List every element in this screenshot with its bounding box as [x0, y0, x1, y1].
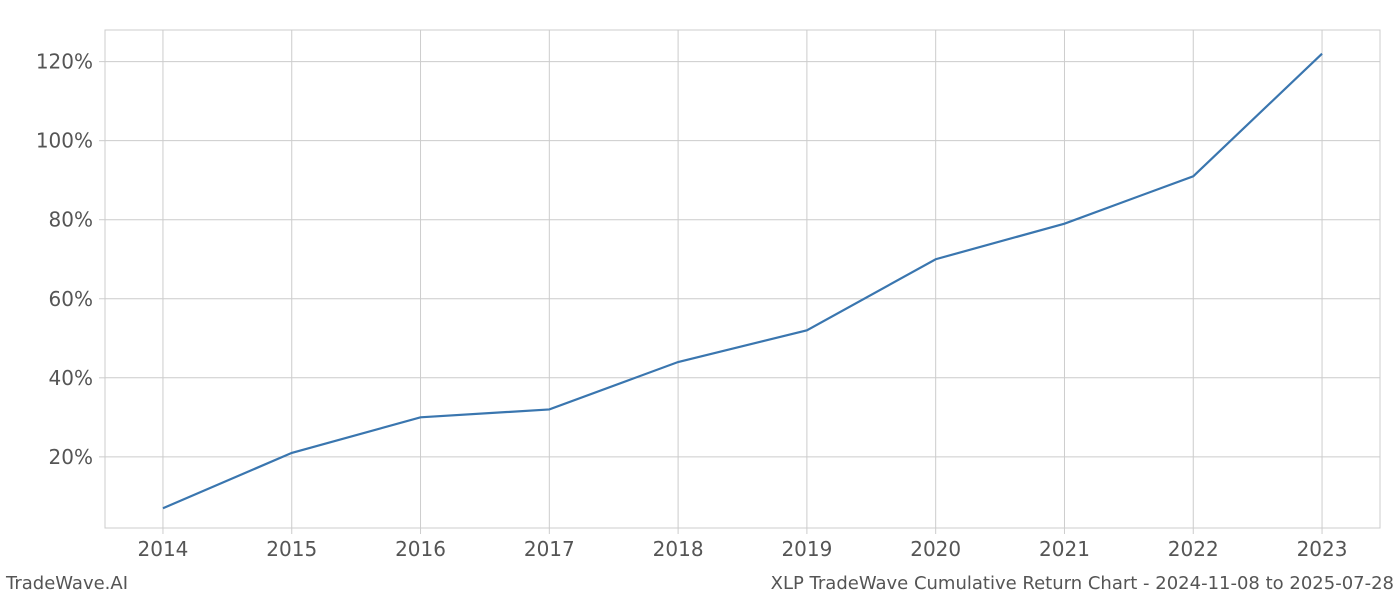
footer-left-label: TradeWave.AI	[6, 573, 128, 594]
plot-border	[105, 30, 1380, 528]
x-tick-label: 2023	[1297, 537, 1348, 561]
footer-right-label: XLP TradeWave Cumulative Return Chart - …	[771, 573, 1394, 594]
chart-container: 2014 2015 2016 2017 2018 2019 2020 2021 2022 2023…	[0, 0, 1400, 600]
y-tick-label: 120%	[36, 50, 93, 74]
x-tick-label: 2015	[266, 537, 317, 561]
line-chart: 2014 2015 2016 2017 2018 2019 2020 2021 2022 2023…	[0, 0, 1400, 600]
x-tick-label: 2017	[524, 537, 575, 561]
x-tick-label: 2019	[781, 537, 832, 561]
y-tick-label: 80%	[49, 208, 93, 232]
x-tick-label: 2018	[653, 537, 704, 561]
x-tick-label: 2014	[138, 537, 189, 561]
x-tick-label: 2021	[1039, 537, 1090, 561]
y-tick-label: 60%	[49, 287, 93, 311]
y-tick-label: 100%	[36, 129, 93, 153]
y-tick-label: 20%	[49, 445, 93, 469]
x-tick-label: 2020	[910, 537, 961, 561]
x-tick-label: 2016	[395, 537, 446, 561]
series-line	[163, 54, 1322, 509]
x-tick-label: 2022	[1168, 537, 1219, 561]
y-tick-label: 40%	[49, 366, 93, 390]
